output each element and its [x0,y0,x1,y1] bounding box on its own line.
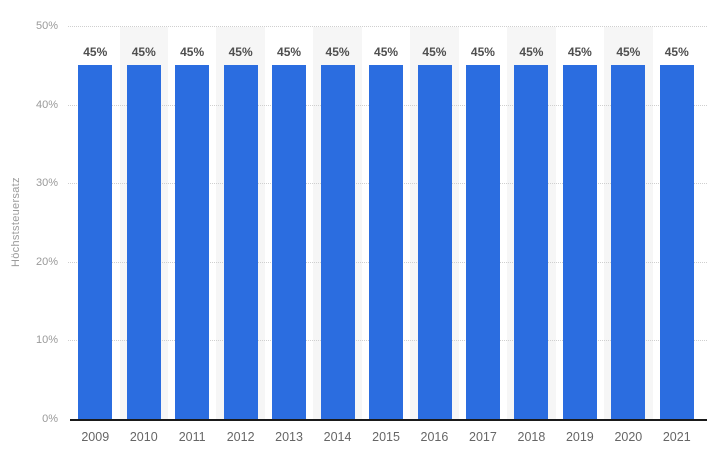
bar-2012[interactable] [223,65,258,419]
bar-value-label-2012: 45% [228,45,253,60]
bar-2016[interactable] [417,65,452,419]
bar-value-label-2009: 45% [83,45,108,60]
y-tick-label-30: 30% [35,177,58,189]
bar-2018[interactable] [514,65,549,419]
bar-2013[interactable] [272,65,307,419]
y-tick-label-40: 40% [35,99,58,111]
x-tick-label-2012: 2012 [226,430,255,444]
gridline-50 [68,26,707,27]
y-tick-label-20: 20% [35,256,58,268]
x-tick-label-2021: 2021 [662,430,691,444]
y-tick-label-50: 50% [35,20,58,32]
x-tick-label-2010: 2010 [129,430,158,444]
x-tick-label-2013: 2013 [275,430,303,444]
bar-2019[interactable] [562,65,597,419]
x-tick-label-2017: 2017 [469,430,497,444]
bar-value-label-2016: 45% [422,45,447,60]
bar-value-label-2019: 45% [567,45,592,60]
x-tick-label-2011: 2011 [178,430,206,444]
bar-value-label-2014: 45% [325,45,350,60]
y-tick-label-10: 10% [35,334,58,346]
bar-value-label-2015: 45% [374,45,399,60]
x-tick-label-2015: 2015 [372,430,400,444]
x-tick-label-2018: 2018 [517,430,546,444]
bar-2014[interactable] [320,65,355,419]
bar-2011[interactable] [175,65,210,419]
bar-value-label-2011: 45% [180,45,205,60]
x-tick-label-2019: 2019 [565,430,594,444]
bar-2021[interactable] [659,65,694,419]
x-tick-label-2009: 2009 [81,430,110,444]
bar-2010[interactable] [126,65,161,419]
bar-value-label-2021: 45% [664,45,689,60]
y-axis-title: Höchststeuersatz [10,177,22,268]
bar-2020[interactable] [611,65,646,419]
bar-value-label-2010: 45% [131,45,156,60]
bar-value-label-2018: 45% [519,45,544,60]
x-axis-line [70,419,707,421]
bar-2009[interactable] [78,65,113,419]
x-tick-label-2014: 2014 [323,430,352,444]
y-tick-label-0: 0% [42,413,58,425]
x-tick-label-2020: 2020 [614,430,643,444]
bar-value-label-2017: 45% [470,45,495,60]
bar-2017[interactable] [465,65,500,419]
bar-value-label-2013: 45% [277,45,302,60]
bar-2015[interactable] [369,65,403,419]
bar-value-label-2020: 45% [616,45,641,60]
x-tick-label-2016: 2016 [420,430,449,444]
